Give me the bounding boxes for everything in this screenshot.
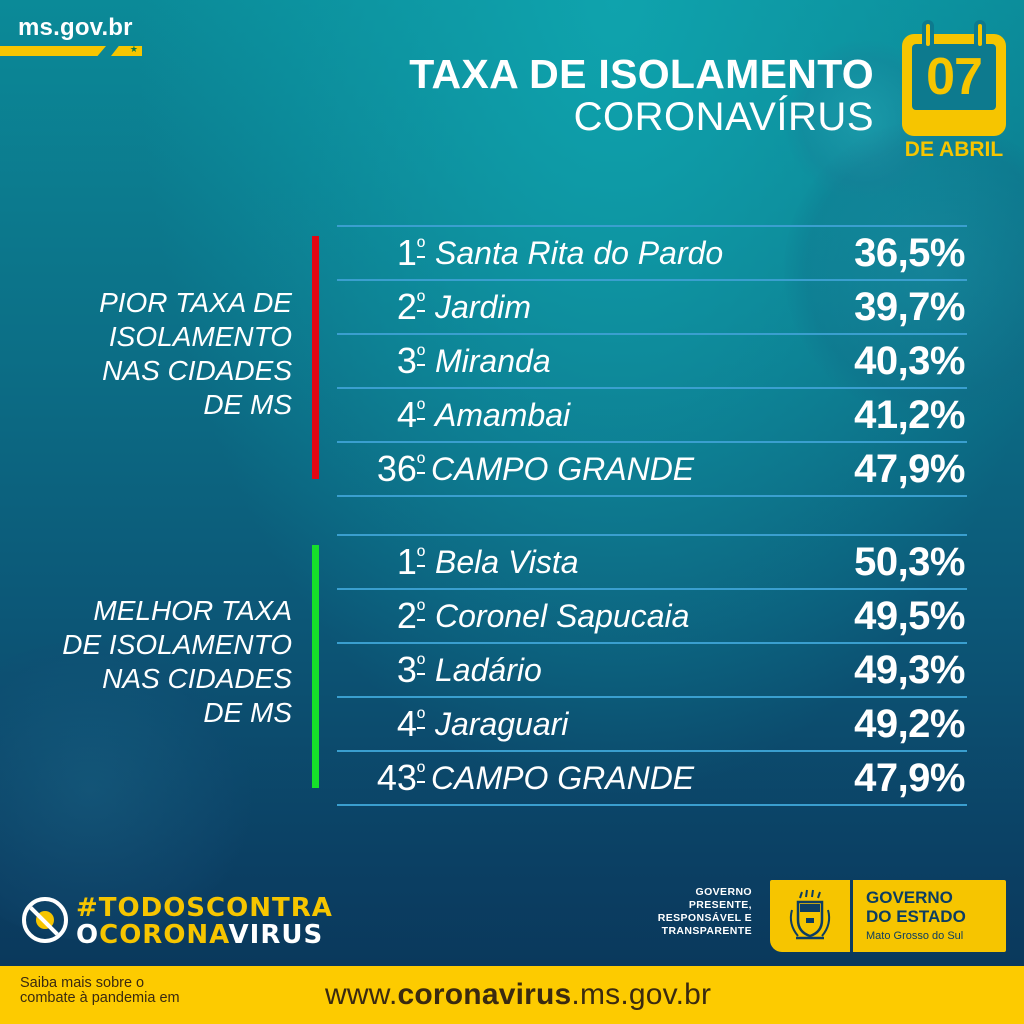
city-name: Santa Rita do Pardo [435,235,724,271]
table-row: 2º Coronel Sapucaia 49,5% [337,588,967,642]
rank: 3º [396,649,425,690]
isolation-rate: 49,5% [854,594,965,638]
worst-table: 1º Santa Rita do Pardo 36,5% 2º Jardim 3… [337,225,967,497]
state-name: Mato Grosso do Sul [866,930,964,942]
worst-section-label: PIOR TAXA DE ISOLAMENTO NAS CIDADES DE M… [99,287,292,420]
gov-tagline: GOVERNO PRESENTE, RESPONSÁVEL E TRANSPAR… [657,886,752,937]
best-table: 1º Bela Vista 50,3% 2º Coronel Sapucaia … [337,534,967,806]
star-icon: ★ [129,44,138,54]
calendar-day: 07 [926,48,983,106]
bottom-bar: Saiba mais sobre o combate à pandemia em… [0,966,1024,1024]
isolation-rate: 47,9% [854,447,965,491]
city-name: Coronel Sapucaia [435,598,690,634]
virus-decoration [0,640,260,940]
worst-indicator-bar [312,236,319,479]
table-row: 4º Amambai 41,2% [337,387,967,441]
city-name: CAMPO GRANDE [431,451,695,487]
rank: 43º [376,757,425,798]
isolation-rate: 49,3% [854,648,965,692]
city-name: Jaraguari [435,706,569,742]
isolation-rate: 49,2% [854,702,965,746]
best-indicator-bar [312,545,319,788]
rank: 2º [396,286,425,327]
page-title: TAXA DE ISOLAMENTO CORONAVÍRUS [409,52,874,138]
rank: 36º [376,448,425,489]
isolation-rate: 36,5% [854,231,965,275]
city-name: Amambai [435,397,571,433]
calendar-icon: 07 DE ABRIL [902,20,1006,161]
table-row: 3º Ladário 49,3% [337,642,967,696]
learn-more-text: Saiba mais sobre o combate à pandemia em [20,975,180,1006]
calendar-month: DE ABRIL [904,138,1004,161]
table-row: 4º Jaraguari 49,2% [337,696,967,750]
gov-logo: GOVERNO DO ESTADO Mato Grosso do Sul [770,880,1006,952]
city-name: Miranda [435,343,551,379]
rank: 1º [396,232,425,273]
city-name: Ladário [435,652,542,688]
no-virus-icon [22,897,68,943]
rank: 4º [396,394,425,435]
table-row: 3º Miranda 40,3% [337,333,967,387]
site-logo[interactable]: ms.gov.br [18,14,133,41]
virus-decoration [784,120,1024,420]
isolation-rate: 39,7% [854,285,965,329]
city-name: CAMPO GRANDE [431,760,695,796]
gov-name-line2: DO ESTADO [866,907,966,926]
rank: 2º [396,595,425,636]
table-row: 2º Jardim 39,7% [337,279,967,333]
coat-of-arms-icon [789,889,831,940]
rank: 3º [396,340,425,381]
table-row: 1º Bela Vista 50,3% [337,534,967,588]
isolation-rate: 41,2% [854,393,965,437]
title-main: TAXA DE ISOLAMENTO [409,51,874,97]
title-sub: CORONAVÍRUS [573,95,874,139]
isolation-rate: 47,9% [854,756,965,800]
table-row: 1º Santa Rita do Pardo 36,5% [337,225,967,279]
best-section-label: MELHOR TAXA DE ISOLAMENTO NAS CIDADES DE… [62,595,292,728]
isolation-rate: 50,3% [854,540,965,584]
table-row-capital: 43º CAMPO GRANDE 47,9% [337,750,967,806]
website-link[interactable]: www.coronavirus.ms.gov.br [325,978,712,1011]
city-name: Bela Vista [435,544,579,580]
gov-name-line1: GOVERNO [866,888,953,907]
isolation-rate: 40,3% [854,339,965,383]
rank: 1º [396,541,425,582]
city-name: Jardim [435,289,532,325]
logo-stripe: ★ [0,44,142,56]
table-row-capital: 36º CAMPO GRANDE 47,9% [337,441,967,497]
rank: 4º [396,703,425,744]
